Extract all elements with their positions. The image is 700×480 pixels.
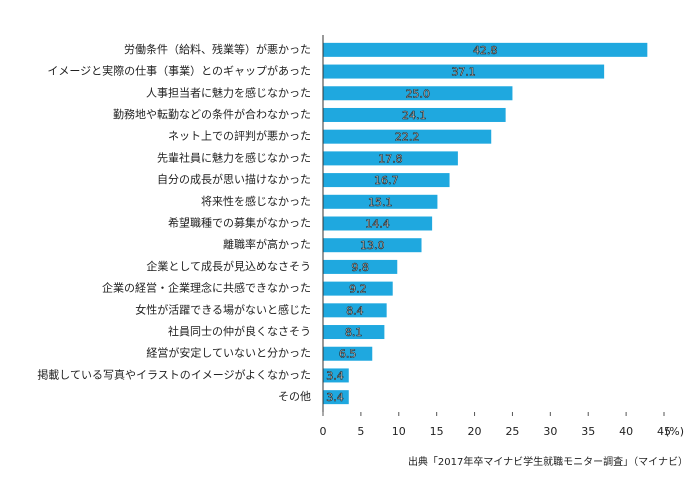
bar [323,281,393,296]
x-tick-label: 25 [505,425,519,438]
category-label: 自分の成長が思い描けなかった [157,172,311,186]
x-tick-label: 40 [619,425,633,438]
category-label: 社員同士の仲が良くなさそう [168,324,311,338]
bar [323,325,385,340]
category-label: 離職率が高かった [223,237,311,251]
bar [323,129,492,144]
value-label: 3.4 [326,369,344,382]
value-label: 42.8 [473,44,498,57]
category-label: 人事担当者に魅力を感じなかった [146,85,311,99]
x-tick-label: 0 [320,425,327,438]
value-label: 15.1 [368,196,393,209]
value-label: 25.0 [405,87,430,100]
bar [323,303,387,318]
x-axis-unit: (%) [665,425,684,438]
bar [323,238,422,253]
value-label: 22.2 [395,131,420,144]
bar [323,42,648,57]
category-label: その他 [278,390,311,403]
value-label: 6.5 [339,348,357,361]
value-label: 37.1 [451,66,476,79]
x-tick-label: 5 [357,425,364,438]
bar [323,173,450,188]
value-label: 13.0 [360,239,385,252]
category-label: 将来性を感じなかった [201,194,311,208]
bar [323,390,349,405]
value-label: 17.8 [378,152,403,165]
category-label: 企業として成長が見込めなさそう [146,259,311,273]
category-label: イメージと実際の仕事（事業）とのギャップがあった [47,64,311,78]
bar [323,107,506,122]
category-label: 勤務地や転勤などの条件が合わなかった [113,107,311,121]
value-label: 14.4 [365,218,390,231]
category-label: 企業の経営・企業理念に共感できなかった [102,281,311,295]
bar [323,194,438,209]
x-tick-label: 45 [657,425,671,438]
bar [323,259,398,274]
value-label: 9.8 [351,261,369,274]
value-label: 9.2 [349,283,367,296]
x-tick-label: 30 [543,425,557,438]
value-label: 16.7 [374,174,399,187]
category-label: 先輩社員に魅力を感じなかった [157,150,311,164]
value-label: 8.4 [346,304,364,317]
category-label: 掲載している写真やイラストのイメージがよくなかった [37,367,311,381]
value-label: 8.1 [345,326,363,339]
category-label: 経営が安定していないと分かった [146,346,311,360]
value-label: 24.1 [402,109,427,122]
bar [323,216,433,231]
source-note: 出典「2017年卒マイナビ学生就職モニター調査」（マイナビ） [408,455,688,468]
category-label: 希望職種での募集がなかった [168,216,311,230]
bar [323,86,513,101]
value-label: 3.4 [326,391,344,404]
bar [323,64,605,79]
category-label: 女性が活躍できる場がないと感じた [135,302,311,316]
x-tick-label: 35 [581,425,595,438]
x-tick-label: 15 [430,425,444,438]
bar [323,368,349,383]
category-label: ネット上での評判が悪かった [168,129,311,143]
category-label: 労働条件（給料、残業等）が悪かった [124,42,311,56]
bar [323,346,373,361]
bar [323,151,458,166]
x-tick-label: 10 [392,425,406,438]
x-tick-label: 20 [468,425,482,438]
